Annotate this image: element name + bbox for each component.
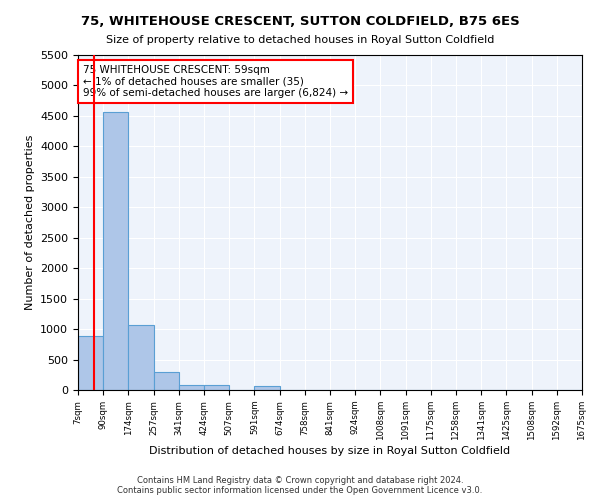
Text: Size of property relative to detached houses in Royal Sutton Coldfield: Size of property relative to detached ho… <box>106 35 494 45</box>
Bar <box>154 372 179 390</box>
Text: 75, WHITEHOUSE CRESCENT, SUTTON COLDFIELD, B75 6ES: 75, WHITEHOUSE CRESCENT, SUTTON COLDFIEL… <box>80 15 520 28</box>
Bar <box>179 384 204 390</box>
Text: Contains HM Land Registry data © Crown copyright and database right 2024.
Contai: Contains HM Land Registry data © Crown c… <box>118 476 482 495</box>
Text: 75 WHITEHOUSE CRESCENT: 59sqm
← 1% of detached houses are smaller (35)
99% of se: 75 WHITEHOUSE CRESCENT: 59sqm ← 1% of de… <box>83 65 348 98</box>
Bar <box>128 326 154 390</box>
Y-axis label: Number of detached properties: Number of detached properties <box>25 135 35 310</box>
Bar <box>254 386 280 390</box>
X-axis label: Distribution of detached houses by size in Royal Sutton Coldfield: Distribution of detached houses by size … <box>149 446 511 456</box>
Bar <box>78 336 103 390</box>
Bar <box>204 385 229 390</box>
Bar <box>103 112 128 390</box>
